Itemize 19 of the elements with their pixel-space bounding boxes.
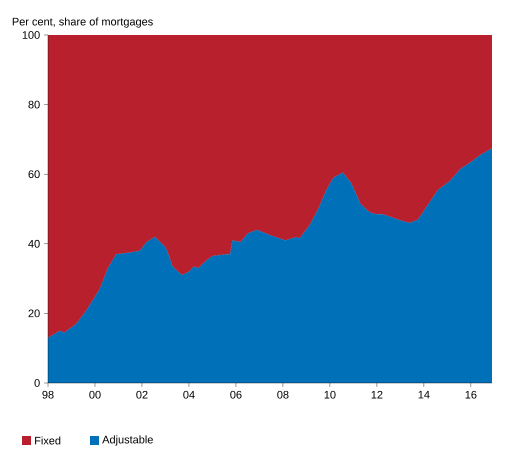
- x-tick-label: 06: [230, 390, 242, 399]
- y-tick-label: 40: [28, 240, 40, 248]
- x-tick-label: 12: [372, 390, 382, 398]
- x-tick-label: 10: [324, 390, 336, 399]
- x-tick-label: 14: [418, 390, 430, 398]
- x-tick-label: 04: [183, 390, 195, 399]
- y-tick-label: 60: [28, 170, 40, 178]
- x-tick-label: 98: [42, 390, 54, 399]
- legend-label: Fixed: [35, 436, 60, 445]
- y-tick-label: 0: [34, 379, 40, 387]
- y-tick-label: 100: [22, 31, 40, 39]
- y-tick-label: 20: [28, 310, 40, 318]
- y-axis-title: Per cent, share of mortgages: [12, 17, 153, 28]
- y-tick-label: 80: [28, 100, 40, 108]
- x-tick-label: 00: [89, 390, 101, 399]
- x-tick-label: 02: [136, 390, 148, 399]
- legend-label: Adjustable: [102, 435, 153, 446]
- x-tick-label: 16: [466, 390, 476, 399]
- x-tick-label: 08: [277, 390, 289, 399]
